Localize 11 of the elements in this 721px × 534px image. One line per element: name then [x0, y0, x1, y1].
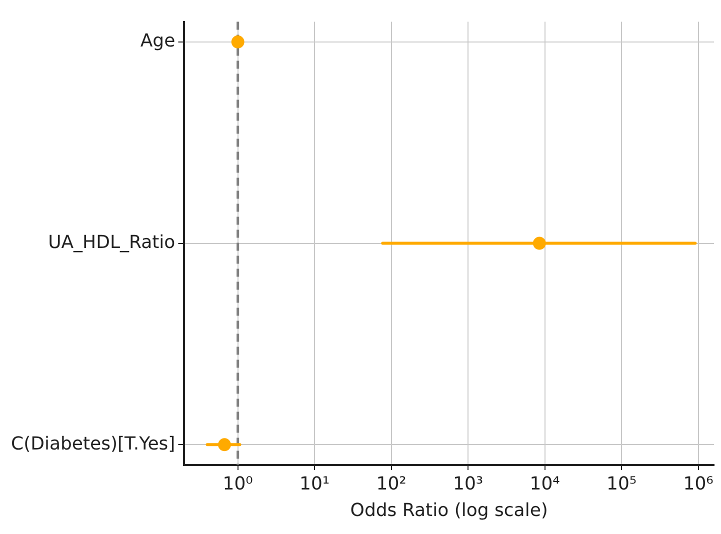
x-tick-label: 10⁴: [530, 473, 560, 494]
x-tick-label: 10⁶: [683, 473, 714, 494]
x-tick-label: 10⁵: [606, 473, 637, 494]
x-tick-label: 10²: [376, 473, 406, 494]
y-tick-label: UA_HDL_Ratio: [48, 232, 176, 253]
y-tick-label: C(Diabetes)[T.Yes]: [10, 433, 176, 454]
x-axis-title: Odds Ratio (log scale): [350, 500, 548, 521]
x-tick-label: 10³: [453, 473, 484, 494]
y-tick-label: Age: [140, 30, 176, 52]
x-tick-label: 10⁰: [222, 473, 253, 494]
x-tick-label: 10¹: [300, 473, 330, 494]
